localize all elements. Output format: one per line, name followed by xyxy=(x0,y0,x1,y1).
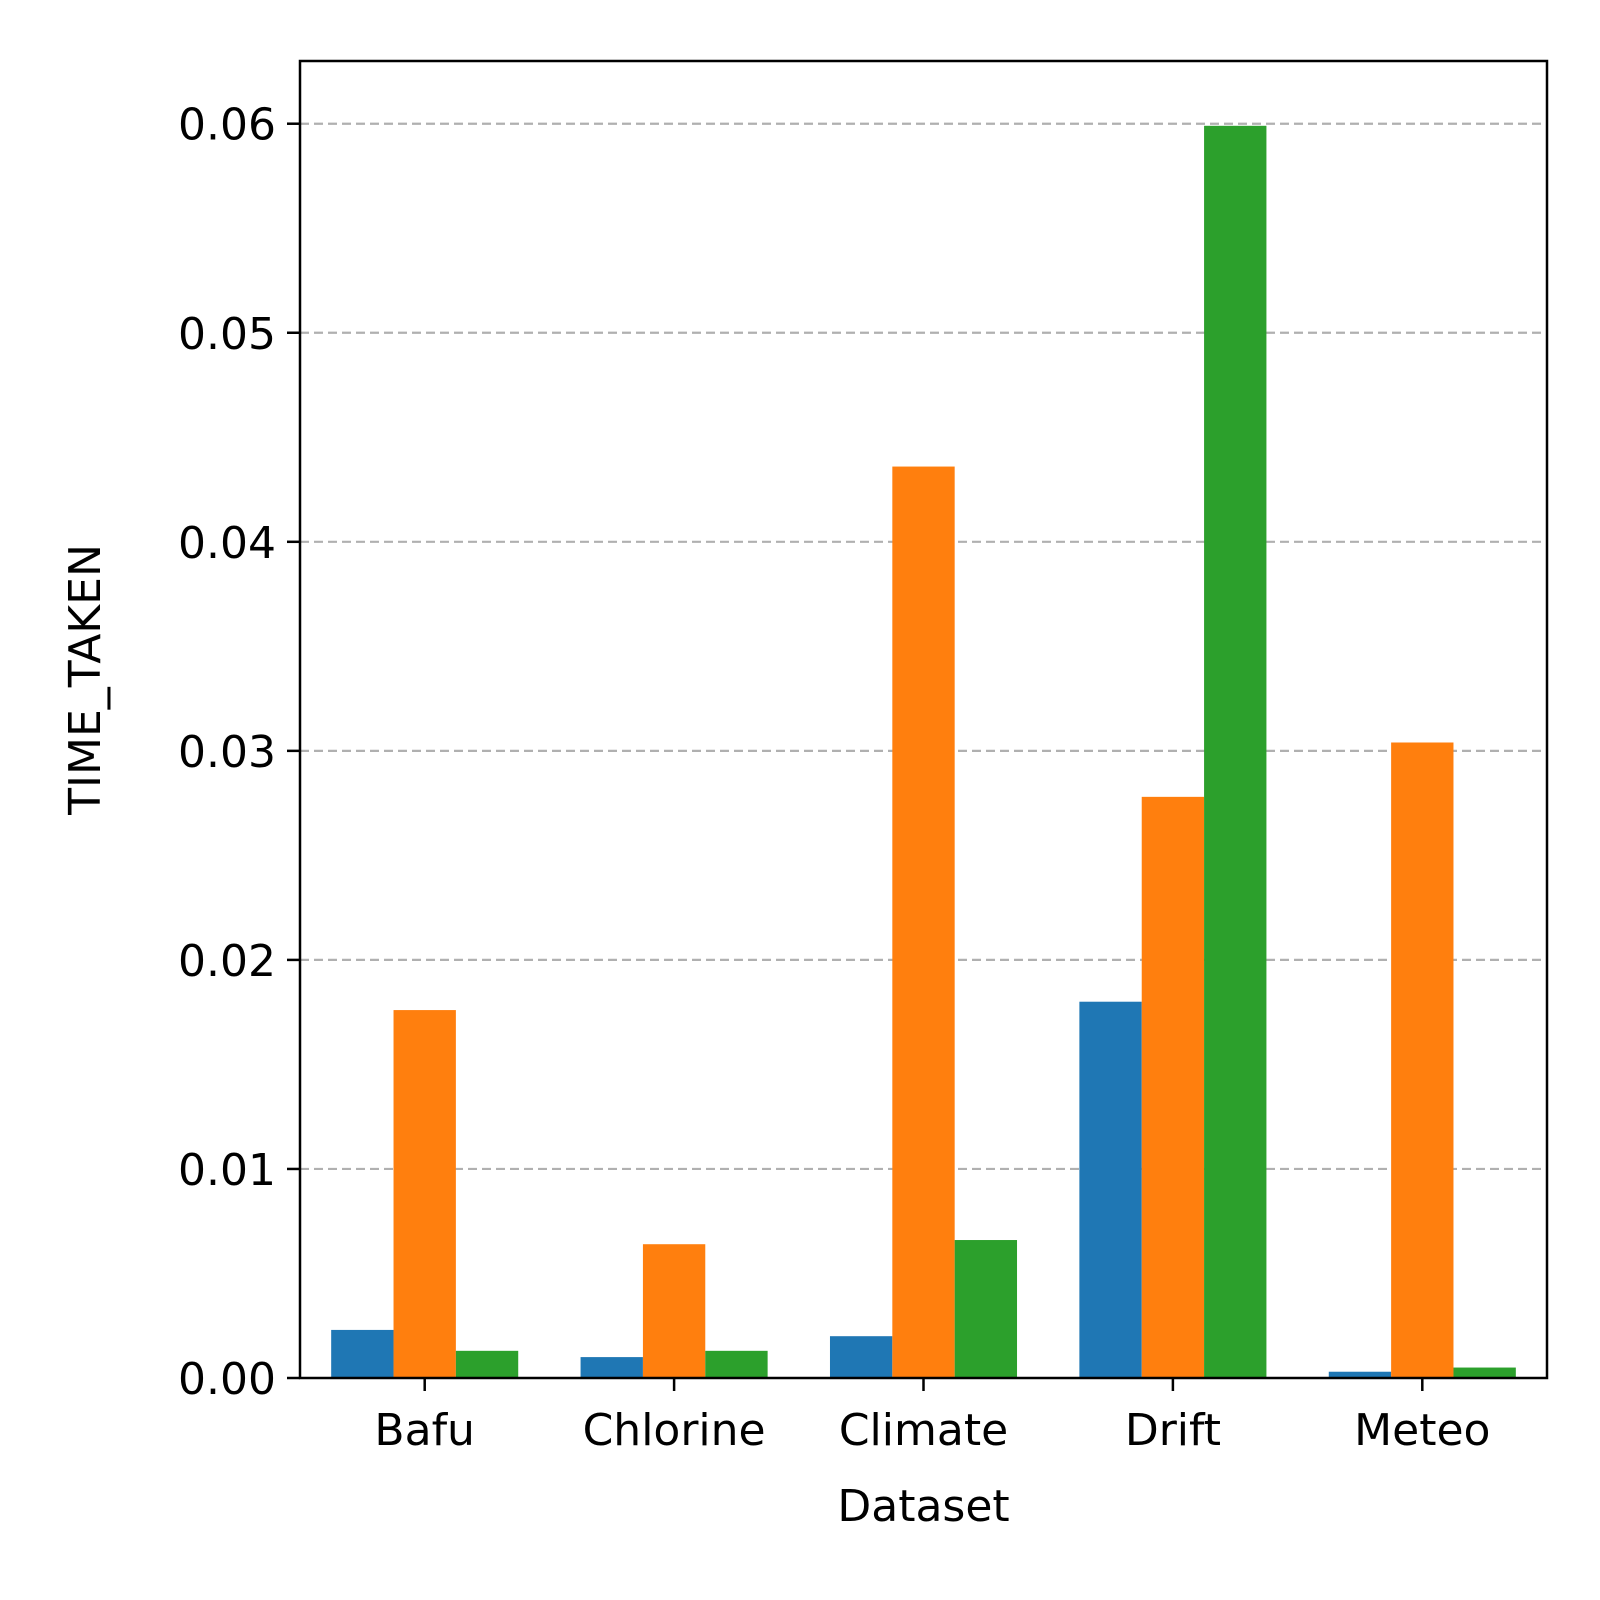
x-tick-label: Climate xyxy=(839,1405,1008,1456)
x-axis-ticks: Bafu Chlorine Climate Drift Meteo xyxy=(374,1378,1490,1456)
bar-chlorine-series-1 xyxy=(580,1357,643,1378)
bars xyxy=(331,125,1516,1378)
x-tick-label: Meteo xyxy=(1354,1405,1490,1456)
x-tick-label: Drift xyxy=(1125,1405,1221,1456)
y-axis-ticks: 0.00 0.01 0.02 0.03 0.04 0.05 0.06 xyxy=(178,100,300,1405)
bar-bafu-series-2 xyxy=(393,1010,456,1378)
bar-meteo-series-3 xyxy=(1453,1367,1516,1378)
bar-climate-series-2 xyxy=(892,466,955,1378)
bar-drift-series-3 xyxy=(1204,125,1267,1378)
bar-drift-series-1 xyxy=(1079,1001,1142,1378)
bar-drift-series-2 xyxy=(1141,796,1205,1378)
bar-bafu-series-1 xyxy=(331,1329,394,1378)
bar-meteo-series-2 xyxy=(1391,742,1454,1378)
y-tick-label: 0.05 xyxy=(178,309,276,360)
bar-meteo-series-1 xyxy=(1328,1371,1392,1378)
y-tick-label: 0.02 xyxy=(178,936,276,987)
bar-climate-series-3 xyxy=(954,1240,1018,1378)
y-tick-label: 0.00 xyxy=(178,1354,276,1405)
y-tick-label: 0.06 xyxy=(178,100,276,151)
y-tick-label: 0.04 xyxy=(178,518,276,569)
y-tick-label: 0.01 xyxy=(178,1145,276,1196)
y-axis-label: TIME_TAKEN xyxy=(60,544,111,816)
y-tick-label: 0.03 xyxy=(178,727,276,778)
bar-chlorine-series-2 xyxy=(642,1244,706,1378)
bar-chlorine-series-3 xyxy=(705,1350,768,1378)
x-tick-label: Chlorine xyxy=(583,1405,766,1456)
x-tick-label: Bafu xyxy=(374,1405,475,1456)
bar-bafu-series-3 xyxy=(455,1350,519,1378)
bar-climate-series-1 xyxy=(829,1336,893,1378)
x-axis-label: Dataset xyxy=(837,1481,1009,1532)
